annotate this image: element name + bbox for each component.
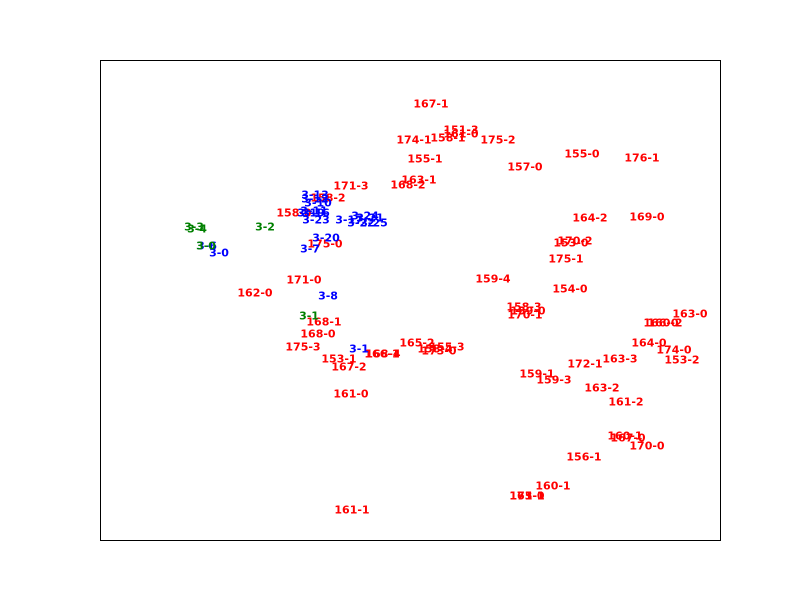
point-label: 157-0 [507,161,543,174]
point-label: 3-2 [255,221,275,234]
point-label: 3-25 [360,217,388,230]
point-label: 3-0 [209,247,229,260]
point-label: 159-4 [475,273,511,286]
point-label: 168-4 [365,348,401,361]
point-label: 163-1 [401,174,436,187]
point-label: 3-20 [312,232,340,245]
point-label: 3-4 [187,223,207,236]
point-label: 174-1 [396,134,431,147]
point-label: 163-3 [602,353,637,366]
point-label: 158-2 [310,192,345,205]
point-label: 170-2 [557,235,592,248]
point-label: 170-0 [629,440,665,453]
point-label: 153-2 [664,354,699,367]
point-label: 168-2 [390,179,425,192]
point-label: 165-2 [399,337,434,350]
point-label: 163-0 [672,308,708,321]
point-label: 167-1 [413,98,448,111]
point-label: 164-0 [631,337,667,350]
point-label: 154-0 [552,283,588,296]
point-label: 161-0 [333,388,369,401]
point-label: 171-0 [286,274,322,287]
point-label: 173-0 [421,345,457,358]
point-label: 162-0 [237,287,273,300]
point-label: 159-0 [510,305,546,318]
point-label: 167-0 [610,432,646,445]
point-label: 155-1 [407,153,442,166]
point-label: 3-8 [318,290,338,303]
point-label: 3-13 [301,189,329,202]
point-label: 151-3 [443,124,478,137]
point-label: 158-4 [417,343,453,356]
point-label: 3-12 [301,193,329,206]
point-label: 3-23 [302,214,330,227]
point-label: 3-16 [302,207,330,220]
point-label: 3-1 [299,310,319,323]
point-label: 168-0 [300,328,336,341]
point-label: 160-1 [607,430,642,443]
point-label: 3-24 [351,210,379,223]
point-label: 3-10 [304,197,332,210]
plot-area-frame [100,60,721,541]
point-label: 158-0 [276,207,312,220]
point-label: 3-22 [347,217,375,230]
point-label: 165-0 [509,490,545,503]
point-label: 155-3 [429,341,464,354]
point-label: 171-3 [333,180,368,193]
point-label: 174-0 [656,344,692,357]
point-label: 3-1 [349,343,369,356]
point-label: 3-0 [196,240,216,253]
point-label: 167-2 [331,361,366,374]
point-label: 175-0 [307,238,343,251]
point-label: 3-17 [335,214,363,227]
point-label: 159-3 [536,374,571,387]
point-label: 158-1 [430,132,465,145]
point-label: 3-7 [300,243,320,256]
point-label: 164-2 [572,212,607,225]
point-label: 156-1 [566,451,601,464]
point-label: 160-1 [535,480,570,493]
point-label: 3-11 [300,205,328,218]
point-label: 172-1 [567,358,602,371]
point-label: 171-1 [509,490,544,503]
point-label: 175-1 [548,253,583,266]
point-label: 161-0 [443,128,479,141]
point-label: 3-21 [356,212,384,225]
point-label: 175-2 [480,134,515,147]
point-label: 159-1 [519,368,554,381]
point-label: 175-3 [285,341,320,354]
point-label: 3-3 [184,221,204,234]
point-label: 3-19 [297,207,325,220]
point-label: 168-1 [306,316,341,329]
point-label: 170-1 [507,309,542,322]
point-label: 163-2 [584,382,619,395]
point-label: 155-0 [564,148,600,161]
point-label: 166-0 [643,317,679,330]
point-label: 160-2 [647,317,682,330]
point-label: 166-1 [364,348,399,361]
point-label: 3-6 [197,240,217,253]
point-label: 158-3 [506,301,541,314]
point-label: 153-0 [553,237,589,250]
point-label: 176-1 [624,152,659,165]
point-label: 173-1 [509,490,544,503]
point-label: 153-1 [321,353,356,366]
point-label: 161-1 [334,504,369,517]
point-label: 169-0 [629,211,665,224]
point-label: 161-2 [608,396,643,409]
